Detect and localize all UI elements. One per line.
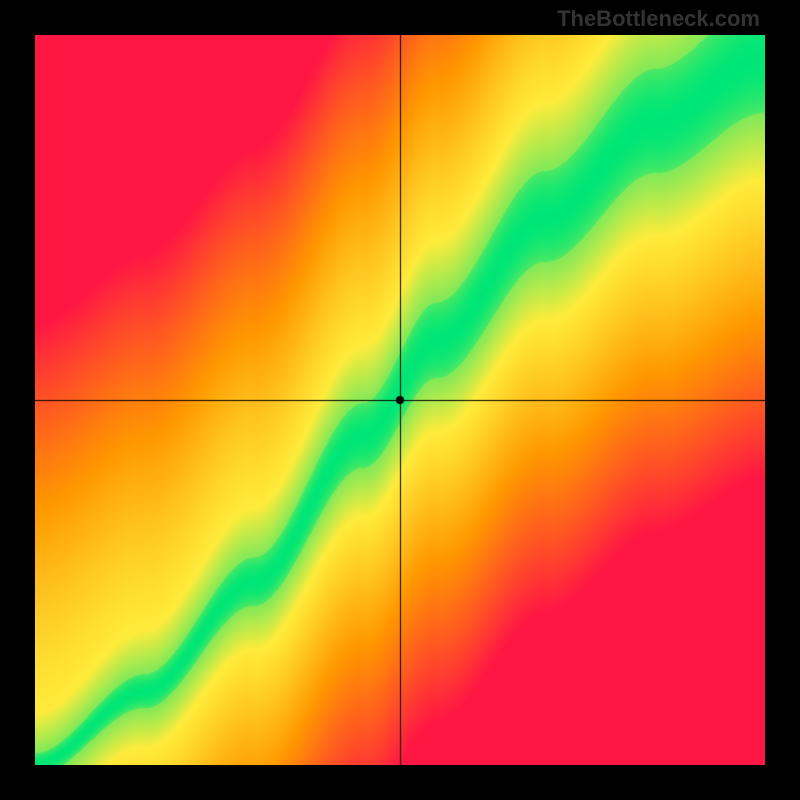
heatmap-canvas	[35, 35, 765, 765]
watermark-text: TheBottleneck.com	[557, 6, 760, 32]
bottleneck-chart	[35, 35, 765, 765]
